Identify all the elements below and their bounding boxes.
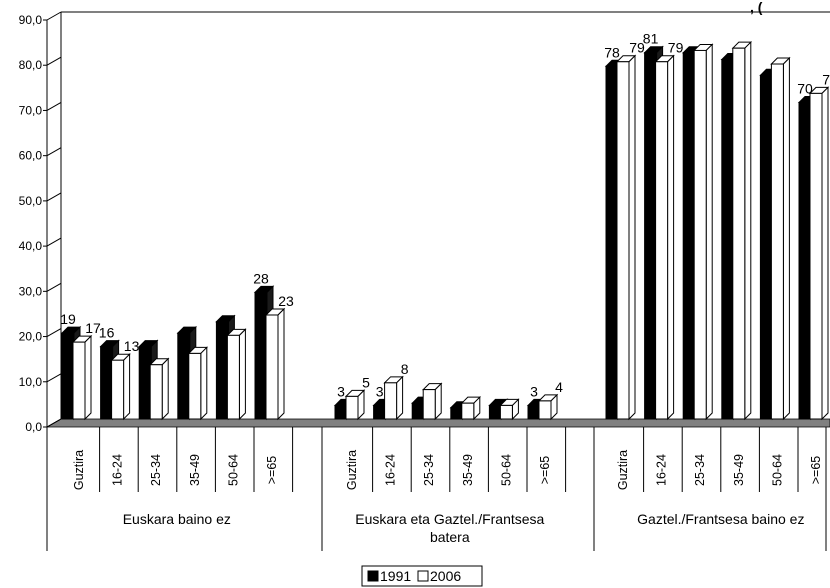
group-label: Euskara eta Gaztel./Frantsesa (355, 511, 544, 527)
y-tick-label: 30,0 (19, 284, 43, 298)
y-tick-label: 60,0 (19, 149, 43, 163)
bar-2006 (148, 357, 170, 421)
legend-swatch-2006 (417, 570, 429, 582)
category-label: Guztira (345, 450, 359, 490)
bar-2006 (383, 375, 404, 421)
y-tick-label: 20,0 (19, 330, 43, 344)
category-label: >=65 (809, 456, 823, 485)
bar-2006 (187, 346, 209, 421)
category-label: 25-34 (693, 454, 707, 486)
legend: 1991 2006 (361, 565, 483, 587)
category-label: Guztira (72, 450, 86, 490)
data-label-1991: 78 (604, 44, 620, 60)
category-label: 16-24 (111, 454, 125, 486)
data-label-1991: 3 (530, 383, 538, 399)
category-label: 50-64 (499, 454, 513, 486)
bar-2006 (654, 54, 675, 421)
data-label-2006: 4 (555, 379, 563, 395)
legend-label-2006: 2006 (430, 568, 461, 584)
data-label-1991: 81 (643, 31, 659, 47)
y-tick-depth (46, 418, 62, 428)
data-label-2006: 5 (362, 374, 370, 390)
bar-2006 (615, 54, 637, 421)
group-label: Gaztel./Frantsesa baino ez (637, 511, 804, 527)
chart-title: , ( (750, 0, 763, 15)
category-label: Guztira (616, 450, 630, 490)
data-label-1991: 3 (376, 383, 384, 399)
y-tick-depth (46, 102, 62, 111)
category-label: 25-34 (422, 454, 436, 486)
chart-floor (45, 418, 830, 428)
group-label: Euskara baino ez (123, 511, 231, 527)
category-label: >=65 (265, 456, 279, 485)
y-tick-depth (46, 147, 62, 157)
category-label: 35-49 (732, 454, 746, 486)
legend-label-1991: 1991 (380, 568, 411, 584)
y-tick-depth (46, 282, 62, 292)
y-tick-label: 50,0 (19, 194, 43, 208)
data-label-2006: 13 (124, 338, 140, 354)
group-label: batera (430, 529, 470, 545)
y-tick-depth (46, 237, 62, 247)
category-label: 16-24 (655, 454, 669, 486)
bar-2006 (344, 389, 366, 421)
data-label-2006: 79 (668, 40, 684, 56)
y-tick-depth (46, 11, 62, 21)
category-label: 35-49 (461, 454, 475, 486)
y-tick-label: 80,0 (19, 58, 43, 72)
bar-2006 (226, 328, 247, 421)
data-label-2006: 72 (822, 71, 830, 87)
bar-2006 (460, 395, 482, 421)
legend-swatch-1991 (367, 570, 379, 582)
bar-2006 (770, 56, 791, 421)
y-tick-depth (46, 373, 62, 383)
bar-2006 (537, 393, 559, 421)
category-label: 16-24 (384, 454, 398, 486)
y-tick-depth (46, 328, 62, 337)
y-tick-depth (46, 56, 62, 66)
bar-2006 (71, 334, 93, 421)
bar-2006 (692, 43, 714, 421)
category-label: >=65 (538, 456, 552, 485)
bar-2006 (421, 382, 443, 421)
category-label: 50-64 (226, 454, 240, 486)
data-label-2006: 23 (278, 293, 294, 309)
y-tick-label: 70,0 (19, 103, 43, 117)
y-tick-label: 10,0 (19, 375, 43, 389)
data-label-1991: 19 (60, 311, 76, 327)
y-tick-label: 90,0 (19, 13, 43, 27)
category-label: 35-49 (188, 454, 202, 486)
y-tick-label: 0,0 (25, 420, 42, 434)
data-label-2006: 8 (401, 361, 409, 377)
data-label-1991: 3 (337, 383, 345, 399)
bar-2006 (731, 40, 753, 421)
data-label-2006: 17 (85, 320, 101, 336)
data-label-1991: 70 (797, 80, 813, 96)
bar-2006 (808, 86, 830, 421)
y-tick-label: 40,0 (19, 239, 43, 253)
bar-2006 (264, 307, 286, 421)
y-tick-depth (46, 192, 62, 202)
bar-2006 (499, 398, 520, 421)
category-label: 25-34 (149, 454, 163, 486)
data-label-2006: 79 (629, 40, 645, 56)
data-label-1991: 16 (99, 325, 115, 341)
data-label-1991: 28 (253, 270, 269, 286)
bar-2006 (110, 353, 131, 421)
category-label: 50-64 (770, 454, 784, 486)
